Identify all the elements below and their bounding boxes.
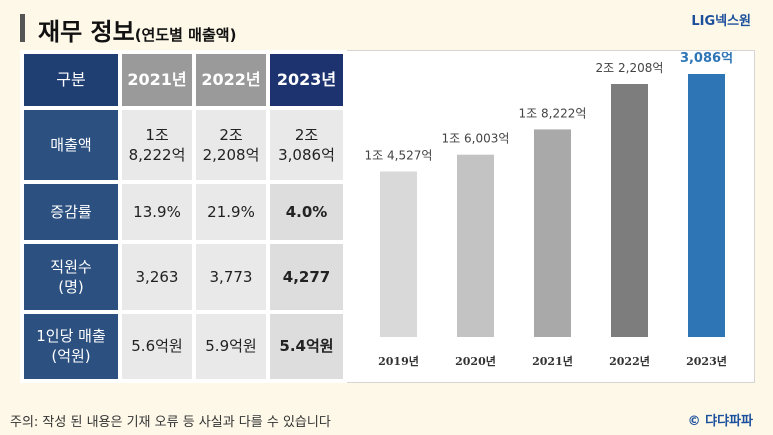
data-label-3: 2조 2,208억 [596,61,664,75]
bar-4 [688,74,725,337]
disclaimer-note: 주의: 작성 된 내용은 기재 오류 등 사실과 다를 수 있습니다 [10,415,331,430]
title-accent-bar [20,14,25,42]
x-tick-label-4: 2023년 [686,354,727,368]
table-cell: 5.6억원 [122,313,192,379]
table-row-revenue: 매출액 1조 8,222억 2조 2,208억 2조 3,086억 [24,110,343,180]
table-cell: 2조 2,208억 [196,110,266,180]
table-cell: 4,277 [270,244,343,310]
table-row-per-capita: 1인당 매출 (억원) 5.6억원 5.9억원 5.4억원 [24,313,343,379]
x-tick-label-3: 2022년 [609,354,650,368]
table-cell: 21.9% [196,183,266,241]
table-cell: 13.9% [122,183,192,241]
table-cell: 3,263 [122,244,192,310]
table-cell: 3,773 [196,244,266,310]
table-row-employees: 직원수 (명) 3,263 3,773 4,277 [24,244,343,310]
page-title-main: 재무 정보 [38,18,135,46]
bar-1 [457,154,494,337]
data-label-4-line2: 3,086억 [680,52,733,66]
bar-3 [611,84,648,337]
bar-2 [534,129,571,337]
table-cell: 5.4억원 [270,313,343,379]
table-cell: 5.9억원 [196,313,266,379]
x-tick-label-2: 2021년 [532,354,573,368]
table-row-growth: 증감률 13.9% 21.9% 4.0% [24,183,343,241]
row-label-employees: 직원수 (명) [24,244,118,310]
revenue-bar-chart: 2019년 1조 4,527억 2020년 1조 6,003억 2021년 1조 8,22… [365,52,733,368]
table-cell: 4.0% [270,183,343,241]
table-cell: 1조 8,222억 [122,110,192,180]
row-label-growth: 증감률 [24,183,118,241]
year-header-2022: 2022년 [196,54,266,106]
bar-0 [380,171,417,337]
row-label-per-capita: 1인당 매출 (억원) [24,313,118,379]
page-title-sub: (연도별 매출액) [134,26,237,44]
brand-logo-text: LIG넥스원 [691,14,751,29]
table-header-row: 구분 2021년 2022년 2023년 [24,54,343,106]
page-title: 재무 정보(연도별 매출액) [38,12,236,47]
table-cell: 2조 3,086억 [270,110,343,180]
data-label-1: 1조 6,003억 [442,132,510,146]
table-corner-header: 구분 [24,54,118,106]
x-tick-label-0: 2019년 [378,354,419,368]
data-label-2: 1조 8,222억 [519,106,587,120]
copyright-text: © 댜댜파파 [687,414,753,429]
x-tick-label-1: 2020년 [455,354,496,368]
data-label-0: 1조 4,527억 [365,149,433,163]
row-label-revenue: 매출액 [24,110,118,180]
year-header-2021: 2021년 [122,54,192,106]
year-header-2023: 2023년 [270,54,343,106]
financial-table: 구분 2021년 2022년 2023년 매출액 1조 8,222억 2조 2,20… [20,50,347,383]
